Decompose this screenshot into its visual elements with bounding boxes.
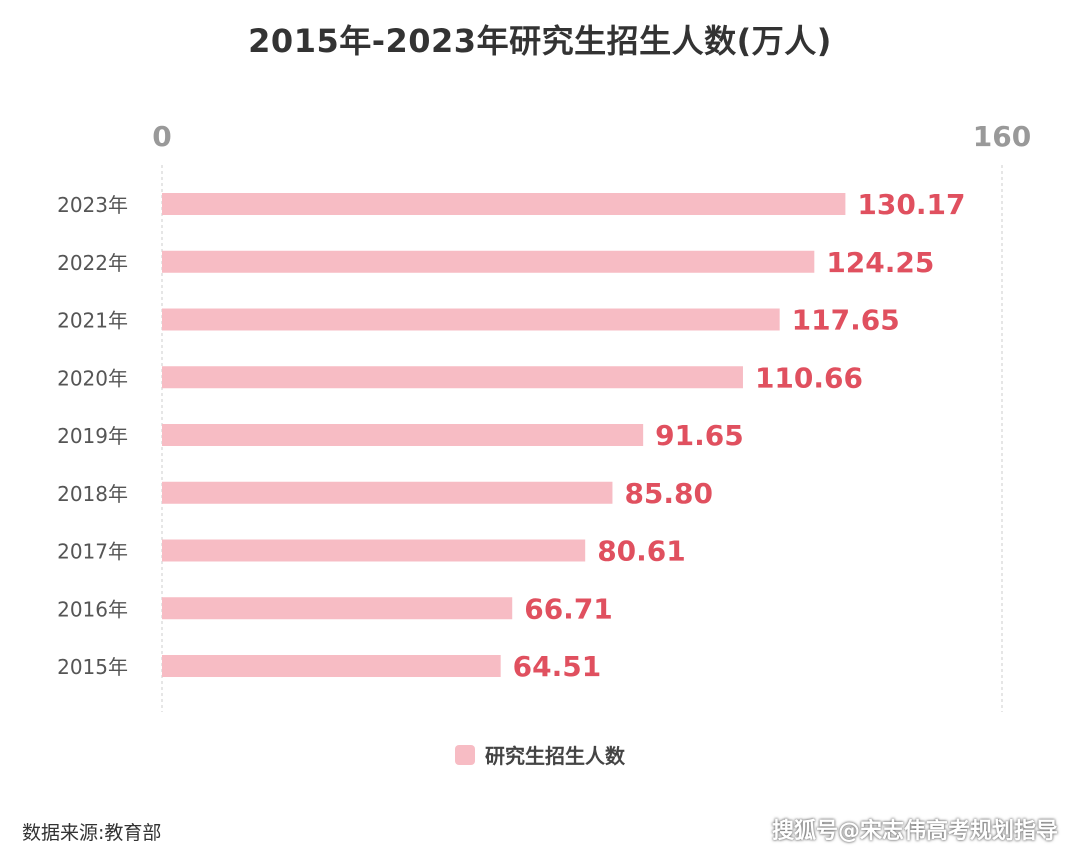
bar [162, 481, 613, 504]
bar [162, 193, 846, 215]
category-label: 2020年 [57, 366, 128, 390]
data-label: 80.61 [597, 535, 686, 568]
bar [162, 597, 513, 620]
category-label: 2022年 [57, 251, 128, 275]
category-label: 2023年 [57, 193, 128, 217]
x-tick-label: 0 [152, 120, 171, 153]
bar [162, 308, 780, 331]
source-note: 数据来源:教育部 [22, 822, 162, 844]
bar [162, 250, 815, 273]
category-label: 2018年 [57, 482, 128, 506]
category-label: 2021年 [57, 309, 128, 333]
legend-label: 研究生招生人数 [485, 744, 625, 768]
data-label: 117.65 [792, 304, 900, 337]
data-label: 130.17 [857, 188, 965, 221]
watermark: 搜狐号@宋志伟高考规划指导 [771, 819, 1058, 844]
x-tick-label: 160 [973, 120, 1031, 153]
category-label: 2017年 [57, 540, 128, 564]
data-label: 85.80 [624, 477, 713, 510]
bar [162, 655, 501, 677]
legend: 研究生招生人数 [0, 740, 1080, 769]
data-label: 110.66 [755, 361, 863, 394]
data-label: 124.25 [826, 246, 934, 279]
data-label: 66.71 [524, 592, 613, 625]
category-label: 2015年 [57, 655, 128, 679]
chart-title: 2015年-2023年研究生招生人数(万人) [248, 22, 832, 60]
data-label: 91.65 [655, 419, 744, 452]
bar [162, 424, 644, 446]
data-label: 64.51 [513, 650, 602, 683]
bar [162, 539, 586, 562]
legend-swatch [455, 744, 475, 765]
category-label: 2016年 [57, 597, 128, 621]
bar [162, 366, 743, 389]
category-label: 2019年 [57, 424, 128, 448]
